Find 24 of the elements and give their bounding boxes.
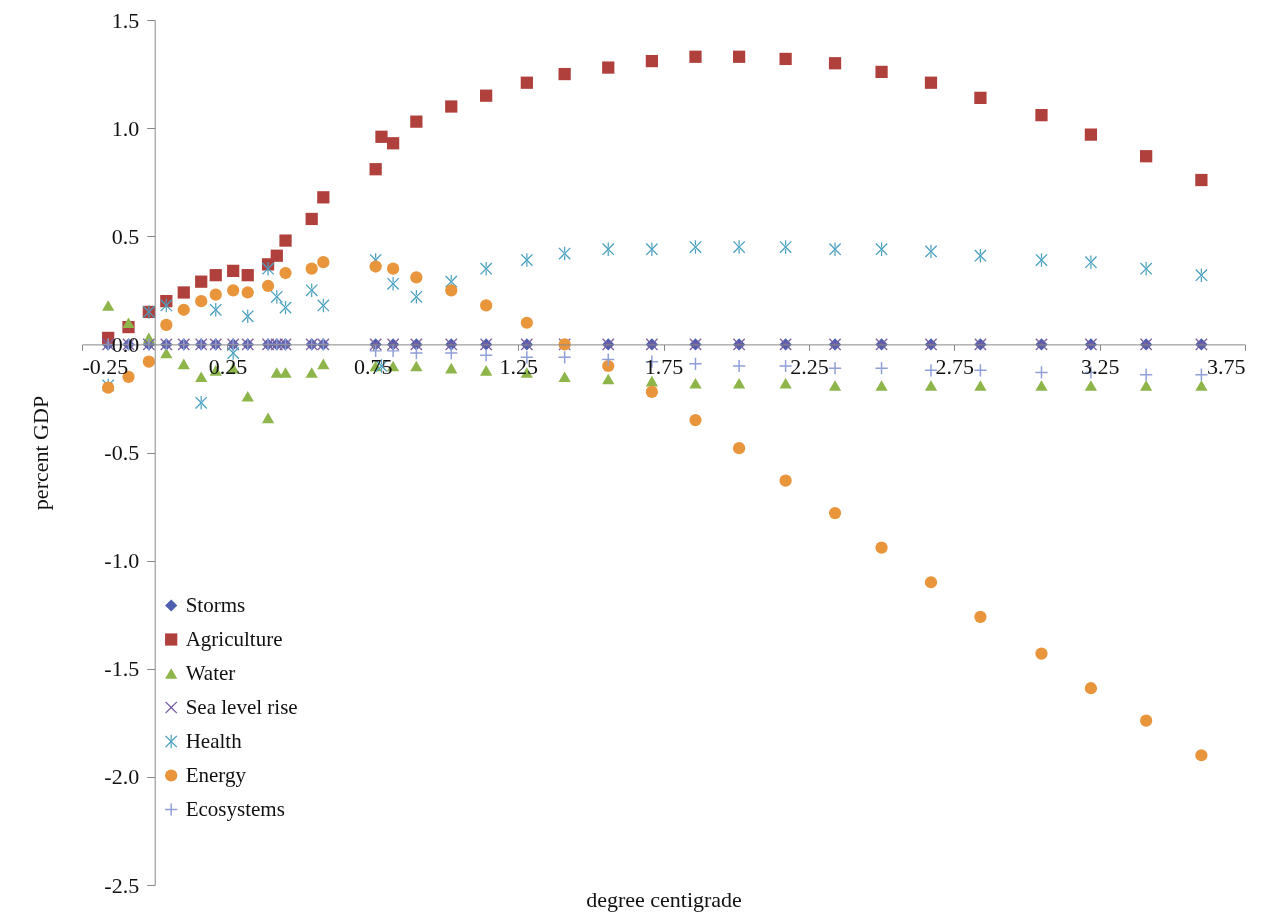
legend-label: Agriculture	[185, 626, 283, 651]
y-tick-label: -2.5	[104, 872, 140, 898]
x-tick-label: 2.75	[935, 353, 974, 379]
x-tick-label: 3.75	[1207, 353, 1246, 379]
legend-label: Health	[185, 728, 243, 753]
y-tick-label: -1.5	[104, 656, 140, 682]
x-tick-label: 1.25	[499, 353, 538, 379]
y-tick-label: 1.5	[111, 7, 140, 33]
x-tick-label: 1.75	[644, 353, 684, 379]
y-tick-label: 0.5	[111, 223, 140, 249]
legend-label: Ecosystems	[185, 796, 285, 821]
y-tick-label: -0.5	[104, 440, 140, 465]
y-axis-title: percent GDP	[27, 395, 53, 511]
y-tick-label: -2.0	[104, 764, 140, 790]
legend-label: Energy	[185, 762, 247, 787]
y-tick-label: -1.0	[104, 548, 140, 574]
x-tick-label: 3.25	[1080, 353, 1120, 379]
x-axis-title: degree centigrade	[586, 886, 742, 912]
legend-label: Water	[185, 660, 236, 685]
x-tick-label: 2.25	[790, 353, 829, 379]
legend-label: Sea level rise	[185, 694, 298, 719]
legend-label: Storms	[185, 592, 246, 617]
x-tick-label: 0.25	[208, 353, 248, 379]
y-tick-label: 1.0	[111, 115, 140, 141]
